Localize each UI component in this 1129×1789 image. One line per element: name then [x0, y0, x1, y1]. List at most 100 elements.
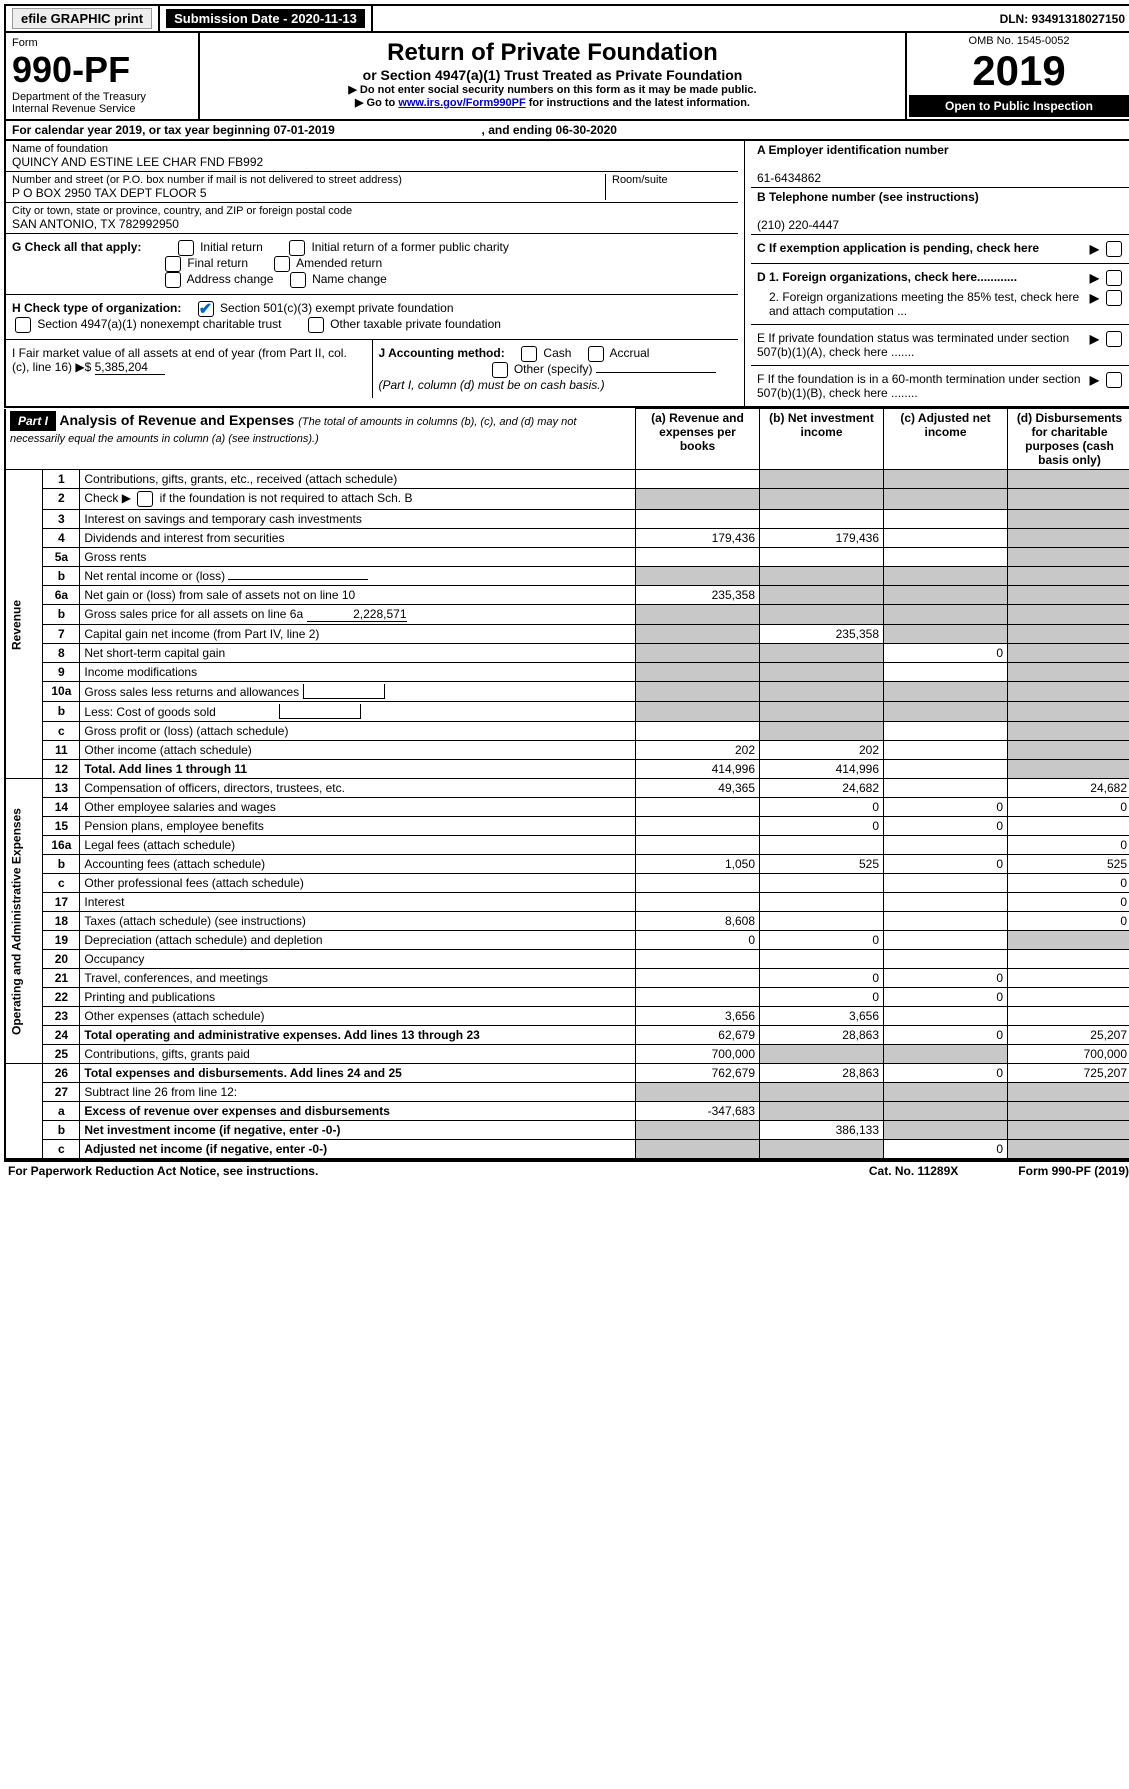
city-value: SAN ANTONIO, TX 782992950	[12, 217, 732, 231]
h-4947-checkbox[interactable]	[15, 317, 31, 333]
g-opt-3: Amended return	[296, 256, 382, 270]
line-16b-b: 525	[760, 855, 884, 874]
line-24-b: 28,863	[760, 1026, 884, 1045]
line-27a-desc: Excess of revenue over expenses and disb…	[80, 1102, 636, 1121]
g-address-checkbox[interactable]	[165, 272, 181, 288]
line-8-desc: Net short-term capital gain	[80, 644, 636, 663]
line-16b-c: 0	[884, 855, 1008, 874]
footer-right: Form 990-PF (2019)	[1018, 1164, 1129, 1178]
line-13-a: 49,365	[636, 779, 760, 798]
line-6b-desc: Gross sales price for all assets on line…	[80, 605, 636, 625]
line-14-b: 0	[760, 798, 884, 817]
table-row: Revenue 1 Contributions, gifts, grants, …	[5, 470, 1129, 489]
g-opt-0: Initial return	[200, 240, 263, 254]
table-row: 16aLegal fees (attach schedule)0	[5, 836, 1129, 855]
line-7-desc: Capital gain net income (from Part IV, l…	[80, 625, 636, 644]
line-21-desc: Travel, conferences, and meetings	[80, 969, 636, 988]
foundation-name: QUINCY AND ESTINE LEE CHAR FND FB992	[12, 155, 732, 169]
line-1-desc: Contributions, gifts, grants, etc., rece…	[80, 470, 636, 489]
g-initial-checkbox[interactable]	[178, 240, 194, 256]
h-501c3-checkbox[interactable]	[198, 301, 214, 317]
i-label: I Fair market value of all assets at end…	[12, 346, 347, 374]
h-opt-2: Section 4947(a)(1) nonexempt charitable …	[37, 317, 281, 331]
expenses-label: Operating and Administrative Expenses	[5, 779, 43, 1064]
period-row: For calendar year 2019, or tax year begi…	[4, 121, 1129, 141]
g-final-checkbox[interactable]	[165, 256, 181, 272]
table-row: 9Income modifications	[5, 663, 1129, 682]
line-26-a: 762,679	[636, 1064, 760, 1083]
c-label: C If exemption application is pending, c…	[757, 241, 1039, 255]
line-12-b: 414,996	[760, 760, 884, 779]
c-checkbox[interactable]	[1106, 241, 1122, 257]
d2-checkbox[interactable]	[1106, 290, 1122, 306]
line-18-desc: Taxes (attach schedule) (see instruction…	[80, 912, 636, 931]
line-2-desc: Check ▶ if the foundation is not require…	[80, 489, 636, 510]
line-6a-a: 235,358	[636, 586, 760, 605]
line-16c-d: 0	[1008, 874, 1129, 893]
j-other-checkbox[interactable]	[492, 362, 508, 378]
f-checkbox[interactable]	[1106, 372, 1122, 388]
j-opt-1: Accrual	[609, 346, 649, 360]
e-checkbox[interactable]	[1106, 331, 1122, 347]
table-row: 17Interest0	[5, 893, 1129, 912]
h-opt-3: Other taxable private foundation	[330, 317, 501, 331]
form-link[interactable]: www.irs.gov/Form990PF	[398, 97, 525, 109]
h-other-checkbox[interactable]	[308, 317, 324, 333]
revenue-label: Revenue	[5, 470, 43, 779]
line-14-c: 0	[884, 798, 1008, 817]
line-27-desc: Subtract line 26 from line 12:	[80, 1083, 636, 1102]
period-prefix: For calendar year 2019, or tax year begi…	[12, 123, 273, 137]
tax-year: 2019	[909, 47, 1129, 95]
line-21-b: 0	[760, 969, 884, 988]
line-27b-desc: Net investment income (if negative, ente…	[80, 1121, 636, 1140]
table-row: bLess: Cost of goods sold	[5, 702, 1129, 722]
g-name-checkbox[interactable]	[290, 272, 306, 288]
line-22-b: 0	[760, 988, 884, 1007]
form-label: Form	[12, 37, 192, 49]
line-19-b: 0	[760, 931, 884, 950]
city-label: City or town, state or province, country…	[12, 205, 732, 217]
table-row: bNet rental income or (loss)	[5, 567, 1129, 586]
col-d-header: (d) Disbursements for charitable purpose…	[1008, 409, 1129, 470]
g-amended-checkbox[interactable]	[274, 256, 290, 272]
line-26-d: 725,207	[1008, 1064, 1129, 1083]
f-label: F If the foundation is in a 60-month ter…	[757, 372, 1090, 400]
line-17-d: 0	[1008, 893, 1129, 912]
table-row: 10aGross sales less returns and allowanc…	[5, 682, 1129, 702]
line-23-b: 3,656	[760, 1007, 884, 1026]
line-2-checkbox[interactable]	[137, 491, 153, 507]
g-opt-1: Initial return of a former public charit…	[311, 240, 508, 254]
line-4-desc: Dividends and interest from securities	[80, 529, 636, 548]
d1-checkbox[interactable]	[1106, 270, 1122, 286]
footer-mid: Cat. No. 11289X	[869, 1164, 958, 1178]
line-26-c: 0	[884, 1064, 1008, 1083]
line-11-a: 202	[636, 741, 760, 760]
line-10a-desc: Gross sales less returns and allowances	[80, 682, 636, 702]
col-a-header: (a) Revenue and expenses per books	[636, 409, 760, 470]
page-subtitle: or Section 4947(a)(1) Trust Treated as P…	[206, 67, 899, 83]
form-header: Form 990-PF Department of the Treasury I…	[4, 33, 1129, 121]
line-6a-desc: Net gain or (loss) from sale of assets n…	[80, 586, 636, 605]
line-16a-desc: Legal fees (attach schedule)	[80, 836, 636, 855]
table-row: 5aGross rents	[5, 548, 1129, 567]
goto-suffix: for instructions and the latest informat…	[526, 97, 750, 109]
line-25-d: 700,000	[1008, 1045, 1129, 1064]
line-9-desc: Income modifications	[80, 663, 636, 682]
line-27c-c: 0	[884, 1140, 1008, 1160]
e-label: E If private foundation status was termi…	[757, 331, 1090, 359]
line-8-c: 0	[884, 644, 1008, 663]
a-label: A Employer identification number	[757, 143, 949, 157]
line-20-desc: Occupancy	[80, 950, 636, 969]
j-note: (Part I, column (d) must be on cash basi…	[379, 378, 605, 392]
j-accrual-checkbox[interactable]	[588, 346, 604, 362]
table-row: cAdjusted net income (if negative, enter…	[5, 1140, 1129, 1160]
g-opt-2: Final return	[187, 256, 248, 270]
j-opt-0: Cash	[543, 346, 571, 360]
table-row: bNet investment income (if negative, ent…	[5, 1121, 1129, 1140]
dln-label: DLN: 93491318027150	[1000, 12, 1125, 26]
table-row: 8Net short-term capital gain0	[5, 644, 1129, 663]
g-initial-former-checkbox[interactable]	[289, 240, 305, 256]
line-27b-b: 386,133	[760, 1121, 884, 1140]
page-footer: For Paperwork Reduction Act Notice, see …	[4, 1160, 1129, 1180]
j-cash-checkbox[interactable]	[521, 346, 537, 362]
